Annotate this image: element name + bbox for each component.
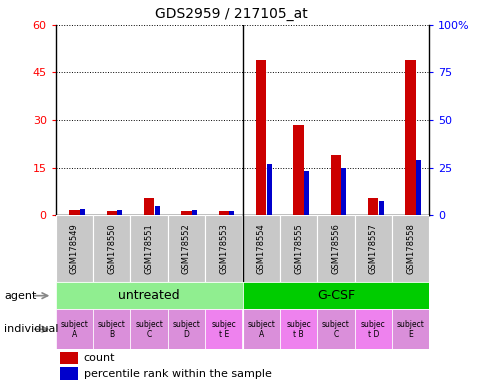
Bar (229, 211, 234, 215)
Bar (130, 309, 167, 349)
Bar (405, 60, 415, 215)
Bar (256, 60, 266, 215)
Text: subject
C: subject C (321, 319, 349, 339)
Bar (106, 211, 117, 215)
Bar (341, 167, 346, 215)
Bar (130, 215, 167, 282)
Bar (367, 198, 378, 215)
Bar (378, 201, 383, 215)
Bar (69, 210, 79, 215)
Text: GSM178550: GSM178550 (107, 223, 116, 274)
Bar (205, 309, 242, 349)
Bar (80, 209, 85, 215)
Text: G-CSF: G-CSF (316, 289, 354, 302)
Bar (293, 125, 303, 215)
Bar (391, 309, 428, 349)
Text: subject
A: subject A (60, 319, 88, 339)
Bar (93, 215, 130, 282)
Text: subject
B: subject B (98, 319, 125, 339)
Text: subjec
t B: subjec t B (286, 319, 310, 339)
Bar (317, 309, 354, 349)
Bar (93, 309, 130, 349)
Bar (415, 160, 420, 215)
Bar (154, 207, 159, 215)
Text: percentile rank within the sample: percentile rank within the sample (84, 369, 271, 379)
Text: GSM178554: GSM178554 (256, 223, 265, 274)
Text: subject
A: subject A (247, 319, 274, 339)
Text: GSM178549: GSM178549 (70, 223, 79, 274)
Bar (205, 215, 242, 282)
Bar (60, 352, 78, 364)
Bar (391, 215, 428, 282)
Text: individual: individual (4, 324, 58, 334)
Bar (181, 211, 191, 215)
Bar (167, 215, 205, 282)
Bar (279, 309, 317, 349)
Bar (279, 215, 317, 282)
Text: subject
E: subject E (396, 319, 424, 339)
Bar (242, 309, 279, 349)
Text: GSM178556: GSM178556 (331, 223, 340, 274)
Bar (56, 215, 93, 282)
Text: GSM178553: GSM178553 (219, 223, 228, 274)
Bar (354, 309, 391, 349)
Text: count: count (84, 353, 115, 363)
Text: agent: agent (4, 291, 36, 301)
Bar (266, 164, 271, 215)
Text: GSM178555: GSM178555 (293, 223, 302, 274)
Text: GSM178558: GSM178558 (405, 223, 414, 274)
Bar (354, 215, 391, 282)
Bar (218, 211, 228, 215)
Bar (56, 282, 242, 309)
Text: GSM178557: GSM178557 (368, 223, 377, 274)
Bar (303, 171, 308, 215)
Bar (192, 210, 197, 215)
Bar (144, 198, 154, 215)
Bar (242, 215, 279, 282)
Text: subjec
t D: subjec t D (360, 319, 385, 339)
Text: untreated: untreated (118, 289, 180, 302)
Bar (317, 215, 354, 282)
Text: subjec
t E: subjec t E (211, 319, 236, 339)
Title: GDS2959 / 217105_at: GDS2959 / 217105_at (154, 7, 307, 21)
Bar (167, 309, 205, 349)
Bar (56, 309, 93, 349)
Bar (60, 367, 78, 380)
Bar (117, 210, 122, 215)
Bar (242, 282, 428, 309)
Text: subject
D: subject D (172, 319, 200, 339)
Text: GSM178551: GSM178551 (144, 223, 153, 274)
Text: subject
C: subject C (135, 319, 163, 339)
Bar (330, 155, 340, 215)
Text: GSM178552: GSM178552 (182, 223, 191, 274)
